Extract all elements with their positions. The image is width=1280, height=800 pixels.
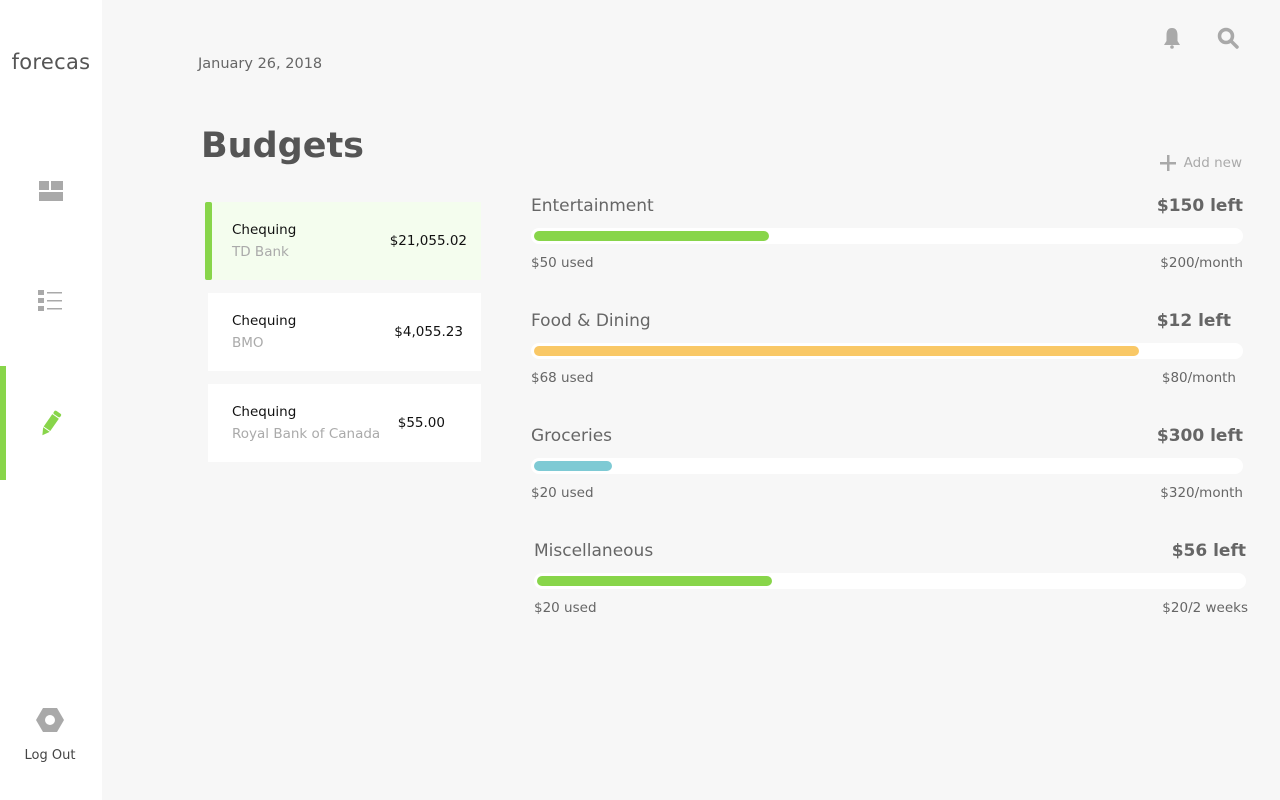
budget-progress-track (534, 573, 1246, 589)
notifications-button[interactable] (1160, 26, 1184, 50)
account-type: Chequing (232, 404, 297, 420)
sidebar: forecas Log O (0, 0, 102, 800)
sidebar-item-list[interactable] (0, 244, 102, 358)
budget-progress-track (531, 228, 1243, 244)
top-actions (1160, 26, 1240, 50)
budget-remaining: $300 left (1156, 426, 1243, 446)
budget-limit: $80/month (1161, 370, 1236, 386)
account-balance: $21,055.02 (389, 233, 467, 249)
sidebar-item-budgets[interactable] (0, 366, 102, 480)
account-type: Chequing (232, 313, 297, 329)
budgets-list: Entertainment $150 left $50 used $200/mo… (531, 196, 1248, 656)
budget-item[interactable]: Miscellaneous $56 left $20 used $20/2 we… (534, 541, 1248, 656)
budget-name: Groceries (531, 426, 613, 446)
sidebar-item-dashboard[interactable] (0, 134, 102, 248)
budget-progress-track (531, 343, 1243, 359)
budget-used: $68 used (531, 370, 594, 386)
pencil-icon (42, 410, 62, 436)
budget-limit: $200/month (1160, 255, 1243, 271)
accounts-list: Chequing TD Bank $21,055.02 Chequing BMO… (205, 202, 481, 475)
budget-progress-fill (537, 576, 772, 586)
budget-name: Miscellaneous (534, 541, 654, 561)
dashboard-icon (39, 181, 63, 201)
budget-progress-fill (534, 346, 1140, 356)
add-new-button[interactable]: Add new (1159, 155, 1242, 171)
account-balance: $55.00 (397, 415, 445, 431)
account-bank: BMO (232, 335, 264, 351)
page-title: Budgets (201, 126, 365, 166)
budget-name: Entertainment (531, 196, 654, 216)
account-bank: TD Bank (232, 244, 289, 260)
list-icon (38, 290, 62, 311)
budget-limit: $20/2 weeks (1162, 600, 1248, 616)
budget-item[interactable]: Entertainment $150 left $50 used $200/mo… (531, 196, 1243, 311)
budget-item[interactable]: Food & Dining $12 left $68 used $80/mont… (531, 311, 1243, 426)
budget-remaining: $56 left (1171, 541, 1246, 561)
budget-remaining: $150 left (1156, 196, 1243, 216)
budget-limit: $320/month (1160, 485, 1243, 501)
account-card[interactable]: Chequing BMO $4,055.23 (208, 293, 481, 371)
bell-icon (1164, 28, 1180, 49)
search-icon (1217, 27, 1239, 49)
account-type: Chequing (232, 222, 297, 238)
logout-button[interactable]: Log Out (0, 708, 100, 763)
hexagon-nut-icon (36, 708, 64, 732)
budget-used: $20 used (531, 485, 594, 501)
budget-progress-fill (534, 231, 769, 241)
add-new-label: Add new (1183, 155, 1242, 171)
budget-used: $50 used (531, 255, 594, 271)
search-button[interactable] (1216, 26, 1240, 50)
budget-remaining: $12 left (1156, 311, 1231, 331)
app-logo: forecas (11, 50, 91, 74)
current-date: January 26, 2018 (198, 56, 323, 72)
budget-item[interactable]: Groceries $300 left $20 used $320/month (531, 426, 1243, 541)
budget-name: Food & Dining (531, 311, 651, 331)
logout-label: Log Out (24, 748, 76, 763)
account-card[interactable]: Chequing Royal Bank of Canada $55.00 (208, 384, 481, 462)
budget-progress-fill (534, 461, 613, 471)
budget-progress-track (531, 458, 1243, 474)
account-card[interactable]: Chequing TD Bank $21,055.02 (205, 202, 481, 280)
account-bank: Royal Bank of Canada (232, 426, 381, 442)
plus-icon (1159, 155, 1176, 171)
account-balance: $4,055.23 (394, 324, 463, 340)
budget-used: $20 used (534, 600, 597, 616)
